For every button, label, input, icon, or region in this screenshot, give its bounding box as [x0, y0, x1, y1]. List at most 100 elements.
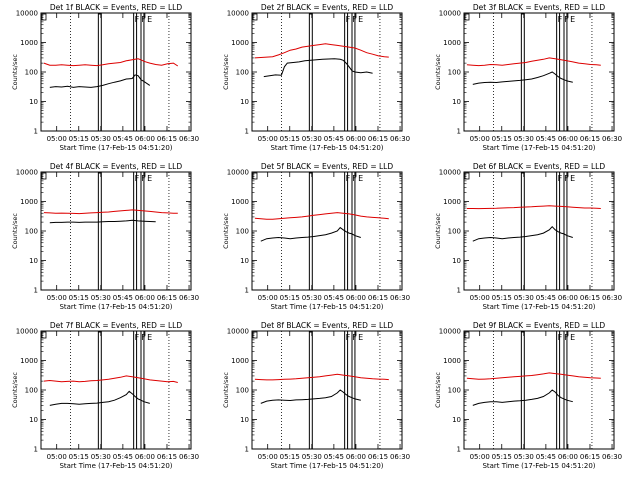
corner-marker [252, 172, 258, 180]
lld-series-line [466, 372, 601, 380]
x-tick-label: 05:30 [302, 135, 322, 143]
flag-label: F [141, 174, 146, 183]
flag-label: F [352, 174, 357, 183]
x-tick-label: 05:15 [69, 453, 89, 461]
y-tick-label: 1 [457, 287, 461, 295]
flag-label: F [352, 15, 357, 24]
y-tick-label: 1 [245, 287, 249, 295]
x-tick-label: 05:30 [302, 453, 322, 461]
flag-label: F [141, 333, 146, 342]
y-axis-label: Counts/sec [434, 54, 442, 90]
x-tick-label: 05:15 [280, 294, 300, 302]
flag-label: F [346, 333, 351, 342]
panel-title: Det 4f BLACK = Events, RED = LLD [50, 162, 183, 171]
y-tick-label: 10000 [227, 169, 249, 177]
y-tick-label: 1 [457, 446, 461, 454]
lld-series-line [43, 375, 178, 383]
y-axis-label: Counts/sec [222, 372, 230, 408]
y-tick-label: 1000 [443, 198, 461, 206]
x-tick-label: 05:30 [514, 453, 534, 461]
panel-title: Det 3f BLACK = Events, RED = LLD [473, 3, 606, 12]
y-tick-label: 1000 [20, 357, 38, 365]
x-tick-label: 06:15 [157, 453, 177, 461]
events-series-line [472, 389, 573, 406]
events-series-line [49, 74, 151, 88]
panel-det-9f: Det 9f BLACK = Events, RED = LLD F F E 1 10 10… [434, 321, 622, 470]
y-tick-label: 100 [236, 69, 249, 77]
panel-det-5f: Det 5f BLACK = Events, RED = LLD F F E 1 10 10… [222, 162, 410, 311]
x-tick-label: 06:15 [157, 294, 177, 302]
panel-title: Det 7f BLACK = Events, RED = LLD [50, 321, 183, 330]
x-tick-label: 06:30 [602, 453, 622, 461]
x-tick-label: 05:45 [113, 135, 133, 143]
flag-label: E [570, 15, 575, 24]
y-tick-label: 100 [236, 387, 249, 395]
x-tick-label: 06:30 [602, 135, 622, 143]
x-tick-label: 05:00 [258, 294, 278, 302]
x-axis-label: Start Time (17-Feb-15 04:51:20) [482, 462, 595, 470]
x-tick-label: 06:00 [346, 294, 366, 302]
y-axis-label: Counts/sec [11, 54, 19, 90]
x-tick-label: 06:15 [157, 135, 177, 143]
x-tick-label: 05:00 [258, 135, 278, 143]
panel-det-7f: Det 7f BLACK = Events, RED = LLD F F E 1 10 10… [11, 321, 199, 470]
y-tick-label: 10000 [227, 10, 249, 18]
events-series-line [260, 226, 361, 242]
x-tick-label: 06:15 [580, 294, 600, 302]
corner-marker [464, 331, 470, 339]
x-tick-label: 05:30 [514, 294, 534, 302]
lld-series-line [466, 57, 601, 67]
flag-label: E [358, 174, 363, 183]
x-tick-label: 05:00 [470, 135, 490, 143]
panel-det-3f: Det 3f BLACK = Events, RED = LLD F F E 1 10 10… [434, 3, 622, 152]
x-tick-label: 06:00 [558, 453, 578, 461]
y-tick-label: 100 [448, 387, 461, 395]
y-axis-label: Counts/sec [11, 213, 19, 249]
x-tick-label: 05:30 [91, 453, 111, 461]
x-tick-label: 05:45 [324, 453, 344, 461]
x-tick-label: 06:00 [558, 294, 578, 302]
x-tick-label: 06:15 [368, 135, 388, 143]
flag-label: F [558, 15, 563, 24]
x-axis-label: Start Time (17-Feb-15 04:51:20) [482, 144, 595, 152]
panel-det-2f: Det 2f BLACK = Events, RED = LLD F F E 1 10 10… [222, 3, 410, 152]
x-tick-label: 05:15 [492, 453, 512, 461]
flag-label: F [135, 333, 140, 342]
flag-label: F [558, 174, 563, 183]
x-axis-label: Start Time (17-Feb-15 04:51:20) [270, 462, 383, 470]
x-tick-label: 06:30 [602, 294, 622, 302]
x-tick-label: 05:45 [113, 453, 133, 461]
lld-series-line [43, 58, 179, 67]
y-tick-label: 10 [452, 98, 461, 106]
flag-label: E [570, 333, 575, 342]
y-axis-label: Counts/sec [222, 213, 230, 249]
flag-label: F [346, 174, 351, 183]
y-tick-label: 1000 [231, 39, 249, 47]
x-tick-label: 05:15 [69, 294, 89, 302]
flag-label: E [147, 15, 152, 24]
x-tick-label: 06:00 [346, 135, 366, 143]
panel-title: Det 1f BLACK = Events, RED = LLD [50, 3, 183, 12]
y-tick-label: 100 [25, 387, 38, 395]
x-tick-label: 06:30 [390, 294, 410, 302]
panel-title: Det 6f BLACK = Events, RED = LLD [473, 162, 606, 171]
y-tick-label: 10000 [16, 169, 38, 177]
corner-marker [252, 331, 258, 339]
events-series-line [49, 390, 150, 406]
panel-det-1f: Det 1f BLACK = Events, RED = LLD F F E 1 10 10… [11, 3, 199, 152]
y-axis-label: Counts/sec [434, 372, 442, 408]
y-tick-label: 1 [34, 287, 38, 295]
x-axis-label: Start Time (17-Feb-15 04:51:20) [270, 144, 383, 152]
x-tick-label: 06:00 [346, 453, 366, 461]
y-tick-label: 1000 [231, 198, 249, 206]
x-tick-label: 06:30 [390, 135, 410, 143]
x-tick-label: 06:00 [558, 135, 578, 143]
y-tick-label: 10000 [227, 328, 249, 336]
y-tick-label: 1000 [231, 357, 249, 365]
x-tick-label: 05:00 [470, 453, 490, 461]
x-tick-label: 06:30 [179, 294, 199, 302]
x-tick-label: 05:45 [536, 135, 556, 143]
corner-marker [41, 331, 47, 339]
panel-title: Det 8f BLACK = Events, RED = LLD [261, 321, 394, 330]
x-tick-label: 05:15 [69, 135, 89, 143]
